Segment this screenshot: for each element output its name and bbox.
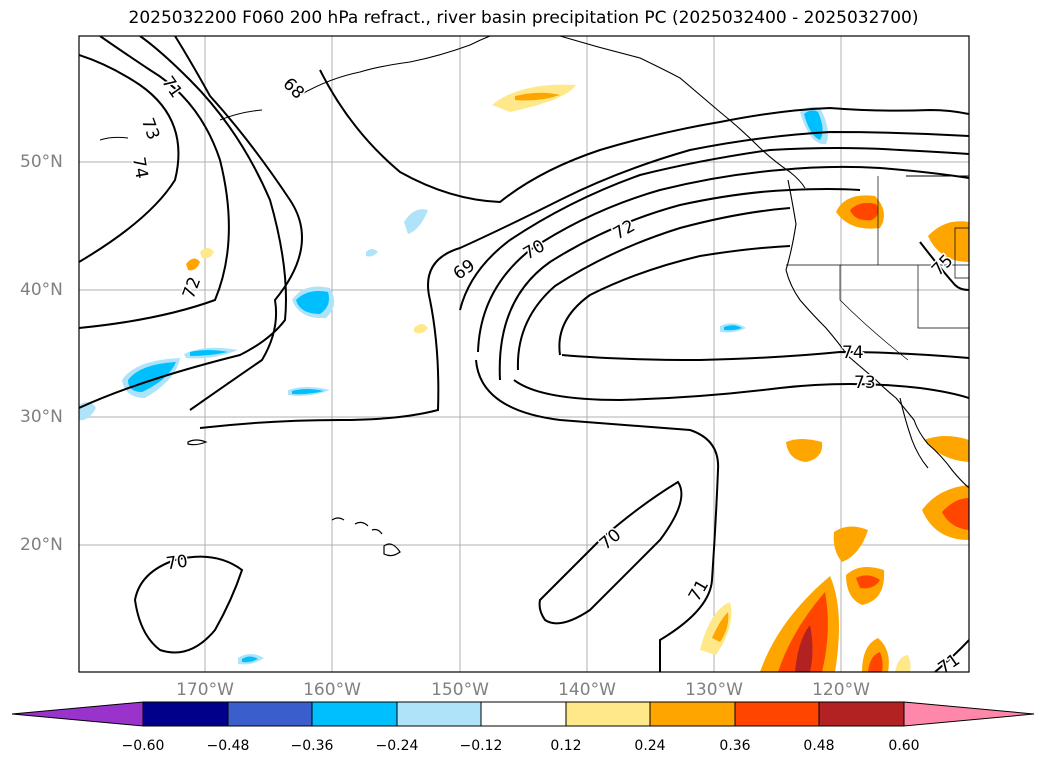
contour-label: 70 bbox=[165, 551, 189, 574]
lon-label: 150°W bbox=[431, 680, 489, 700]
contour-line bbox=[919, 241, 969, 291]
contour-line bbox=[475, 359, 720, 672]
colorbar-extend-low bbox=[11, 701, 144, 727]
contour-line bbox=[538, 480, 683, 625]
lat-label: 40°N bbox=[20, 280, 63, 300]
colorbar-tick-label: −0.24 bbox=[375, 738, 419, 754]
contour-line bbox=[174, 36, 303, 411]
contour-line bbox=[513, 379, 969, 402]
contour-line bbox=[133, 555, 244, 654]
colorbar-tick-label: 0.48 bbox=[803, 738, 835, 754]
colorbar-segment bbox=[649, 701, 736, 727]
colorbar-segment bbox=[734, 701, 820, 727]
lat-label: 50°N bbox=[20, 152, 63, 172]
colorbar-segment bbox=[565, 701, 651, 727]
gridlines bbox=[79, 36, 969, 672]
contour-line bbox=[934, 639, 969, 672]
colorbar-tick-label: 0.12 bbox=[550, 738, 582, 754]
contour-line bbox=[199, 130, 969, 429]
contour-line bbox=[558, 245, 791, 356]
map-title: 2025032200 F060 200 hPa refract., river … bbox=[128, 8, 919, 28]
colorbar-segment bbox=[142, 701, 229, 727]
colorbar-tick-label: 0.24 bbox=[634, 738, 666, 754]
colorbar-segment bbox=[818, 701, 905, 727]
contour-line bbox=[561, 350, 969, 362]
precip-area-baja bbox=[924, 436, 969, 462]
positive-precip-areas bbox=[186, 84, 969, 672]
precip-area-trop-w bbox=[700, 602, 732, 655]
colorbar-segment bbox=[311, 701, 398, 727]
contour-label: 73 bbox=[854, 373, 876, 393]
precip-area-small-1 bbox=[833, 526, 868, 562]
lon-label: 130°W bbox=[685, 680, 743, 700]
contour-line bbox=[498, 188, 861, 381]
contour-line bbox=[79, 36, 230, 329]
contour-label: 74 bbox=[842, 343, 864, 363]
precip-area-montana bbox=[928, 221, 969, 262]
contour-line bbox=[516, 207, 791, 371]
refractivity-contours bbox=[79, 36, 969, 672]
colorbar-tick-label: −0.60 bbox=[121, 738, 165, 754]
map-frame bbox=[78, 35, 970, 673]
colorbar-segment bbox=[396, 701, 482, 727]
lon-label: 140°W bbox=[558, 680, 616, 700]
lat-label: 20°N bbox=[20, 535, 63, 555]
lon-label: 160°W bbox=[303, 680, 361, 700]
colorbar-segment bbox=[227, 701, 313, 727]
contour-line bbox=[319, 69, 969, 204]
precip-area-hawaii-ne bbox=[786, 439, 823, 462]
contour-line bbox=[477, 165, 969, 353]
colorbar-tick-label: −0.12 bbox=[459, 738, 503, 754]
colorbar-tick-label: 0.60 bbox=[888, 738, 920, 754]
contour-line bbox=[79, 54, 180, 263]
lat-label: 30°N bbox=[20, 407, 63, 427]
colorbar bbox=[11, 701, 1035, 727]
contour-line bbox=[79, 36, 287, 409]
colorbar-extend-high bbox=[903, 701, 1035, 727]
contour-line bbox=[459, 147, 969, 311]
colorbar-tick-label: −0.36 bbox=[290, 738, 334, 754]
colorbar-tick-label: −0.48 bbox=[206, 738, 250, 754]
colorbar-segment bbox=[480, 701, 567, 727]
colorbar-tick-label: 0.36 bbox=[719, 738, 751, 754]
lon-label: 170°W bbox=[176, 680, 234, 700]
contour-label: 74 bbox=[128, 156, 151, 181]
lon-label: 120°W bbox=[812, 680, 870, 700]
